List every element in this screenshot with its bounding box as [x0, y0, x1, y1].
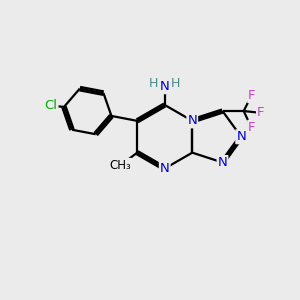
Text: N: N	[188, 114, 197, 127]
Text: N: N	[218, 156, 227, 169]
Text: H: H	[171, 77, 181, 90]
Text: F: F	[257, 106, 265, 119]
Text: H: H	[149, 77, 158, 90]
Text: N: N	[236, 130, 246, 143]
Text: F: F	[248, 121, 256, 134]
Text: F: F	[248, 89, 256, 102]
Text: N: N	[160, 80, 169, 93]
Text: CH₃: CH₃	[110, 159, 131, 172]
Text: Cl: Cl	[44, 99, 58, 112]
Text: N: N	[160, 162, 169, 175]
